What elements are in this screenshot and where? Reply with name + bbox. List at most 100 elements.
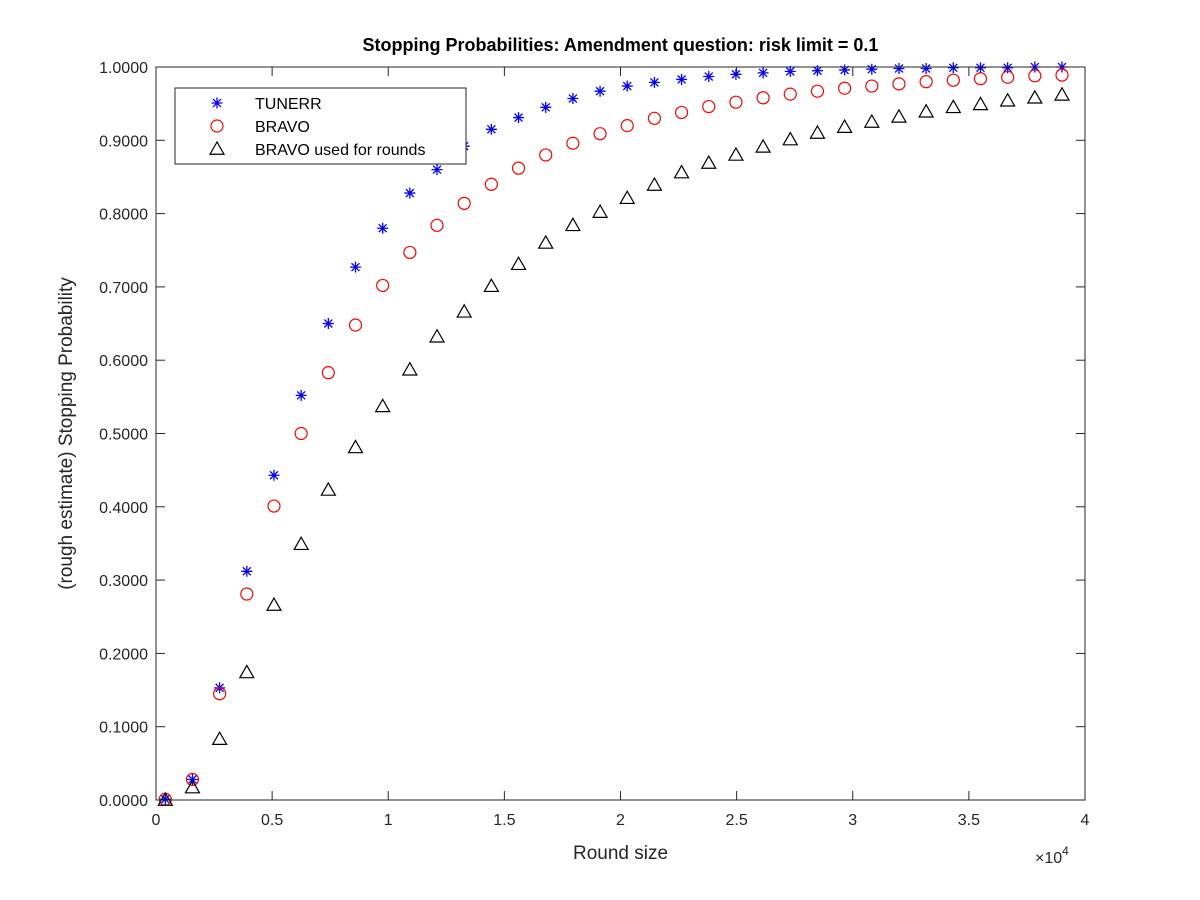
data-point-asterisk bbox=[866, 63, 878, 75]
data-point-triangle bbox=[510, 255, 527, 271]
data-point-triangle bbox=[374, 398, 391, 413]
data-point-asterisk bbox=[377, 222, 389, 234]
data-point-triangle bbox=[646, 176, 663, 191]
data-point-triangle bbox=[293, 535, 310, 551]
data-point-asterisk bbox=[947, 62, 959, 74]
data-point-circle bbox=[484, 177, 498, 191]
data-point-asterisk bbox=[893, 62, 905, 74]
data-point-circle bbox=[348, 318, 363, 332]
data-point-circle bbox=[892, 77, 906, 91]
data-point-asterisk bbox=[431, 164, 443, 176]
legend-item: TUNERR bbox=[211, 96, 322, 113]
data-point-triangle bbox=[782, 131, 799, 146]
data-point-circle bbox=[838, 81, 852, 95]
data-point-triangle bbox=[238, 664, 255, 679]
data-point-triangle bbox=[564, 217, 581, 232]
x-axis-exponent-power: 4 bbox=[1062, 844, 1069, 858]
x-axis-exponent-base: ×10 bbox=[1035, 850, 1062, 867]
data-point-triangle bbox=[999, 92, 1016, 107]
data-point-asterisk bbox=[567, 93, 579, 105]
y-tick-label: 1.0000 bbox=[99, 60, 148, 77]
x-tick-label: 4 bbox=[1081, 812, 1090, 829]
data-point-triangle bbox=[592, 203, 609, 218]
data-point-triangle bbox=[347, 439, 364, 454]
y-axis-title: (rough estimate) Stopping Probability bbox=[56, 277, 77, 590]
data-point-circle bbox=[430, 218, 444, 232]
data-point-asterisk bbox=[268, 469, 280, 481]
legend-label: TUNERR bbox=[255, 96, 322, 113]
data-point-triangle bbox=[320, 481, 337, 496]
y-tick-label: 0.4000 bbox=[99, 500, 148, 517]
legend-marker-asterisk bbox=[211, 97, 223, 109]
data-point-triangle bbox=[945, 99, 962, 114]
data-point-asterisk bbox=[241, 565, 253, 577]
tick-labels: 0 0.5 1 1.5 2 2.5 3 3.5 4 0.0000 0.1000 0.2000 0.300… bbox=[99, 60, 1089, 829]
data-point-asterisk bbox=[540, 101, 552, 113]
data-point-asterisk bbox=[730, 68, 742, 80]
y-tick-label: 0.1000 bbox=[99, 720, 148, 737]
x-tick-label: 1 bbox=[384, 812, 393, 829]
data-point-circle bbox=[511, 161, 526, 175]
plot-frame bbox=[155, 66, 1086, 801]
data-point-asterisk bbox=[648, 76, 660, 88]
data-point-triangle bbox=[157, 791, 174, 806]
data-point-asterisk bbox=[920, 62, 932, 74]
x-tick-label: 3.5 bbox=[958, 812, 980, 829]
data-point-triangle bbox=[809, 124, 826, 139]
legend-label: BRAVO bbox=[255, 119, 310, 136]
y-tick-label: 0.3000 bbox=[99, 573, 148, 590]
legend-item: BRAVO bbox=[210, 119, 310, 136]
data-point-circle bbox=[539, 148, 553, 162]
data-point-asterisk bbox=[594, 85, 606, 97]
data-point-triangle bbox=[456, 303, 473, 318]
data-point-asterisk bbox=[1002, 62, 1014, 74]
data-point-circle bbox=[267, 499, 281, 513]
data-point-asterisk bbox=[513, 112, 525, 124]
data-points bbox=[157, 61, 1071, 806]
data-point-triangle bbox=[890, 108, 908, 123]
data-point-circle bbox=[783, 87, 797, 101]
data-point-circle bbox=[756, 91, 770, 105]
data-point-asterisk bbox=[159, 793, 171, 805]
data-point-triangle bbox=[972, 96, 989, 111]
data-point-asterisk bbox=[784, 65, 796, 77]
series-circle bbox=[158, 68, 1069, 806]
data-point-asterisk bbox=[757, 67, 769, 79]
data-point-circle bbox=[566, 136, 580, 150]
data-point-triangle bbox=[673, 164, 690, 179]
y-tick-label: 0.8000 bbox=[99, 207, 148, 224]
data-point-circle bbox=[1055, 68, 1069, 82]
data-point-triangle bbox=[918, 103, 935, 118]
data-point-asterisk bbox=[322, 318, 334, 330]
data-point-asterisk bbox=[811, 65, 823, 77]
legend-item: BRAVO used for rounds bbox=[208, 140, 425, 159]
data-point-circle bbox=[376, 278, 390, 293]
data-point-triangle bbox=[401, 361, 418, 376]
data-point-asterisk bbox=[295, 389, 307, 401]
series-triangle bbox=[157, 86, 1071, 806]
x-tick-label: 2.5 bbox=[726, 812, 748, 829]
legend: TUNERR BRAVO BRAVO used for rounds bbox=[174, 87, 467, 165]
data-point-asterisk bbox=[485, 123, 497, 135]
legend-label: BRAVO used for rounds bbox=[255, 142, 425, 159]
data-point-circle bbox=[810, 84, 825, 98]
data-point-asterisk bbox=[621, 80, 633, 92]
legend-items: TUNERR BRAVO BRAVO used for rounds bbox=[208, 96, 425, 159]
x-tick-label: 0.5 bbox=[261, 812, 283, 829]
data-point-circle bbox=[973, 72, 988, 86]
data-point-triangle bbox=[184, 779, 201, 794]
data-point-circle bbox=[729, 95, 743, 109]
data-point-triangle bbox=[428, 328, 446, 343]
data-point-circle bbox=[294, 426, 308, 441]
data-point-triangle bbox=[755, 138, 772, 153]
x-tick-label: 3 bbox=[848, 812, 857, 829]
data-point-circle bbox=[213, 687, 227, 701]
x-tick-label: 2 bbox=[616, 812, 625, 829]
data-point-triangle bbox=[836, 118, 853, 133]
y-tick-label: 0.2000 bbox=[99, 646, 148, 663]
data-point-triangle bbox=[483, 277, 500, 293]
data-point-circle bbox=[403, 245, 417, 260]
data-point-triangle bbox=[1026, 89, 1043, 104]
data-point-asterisk bbox=[676, 73, 688, 85]
plot-area bbox=[156, 67, 1085, 800]
